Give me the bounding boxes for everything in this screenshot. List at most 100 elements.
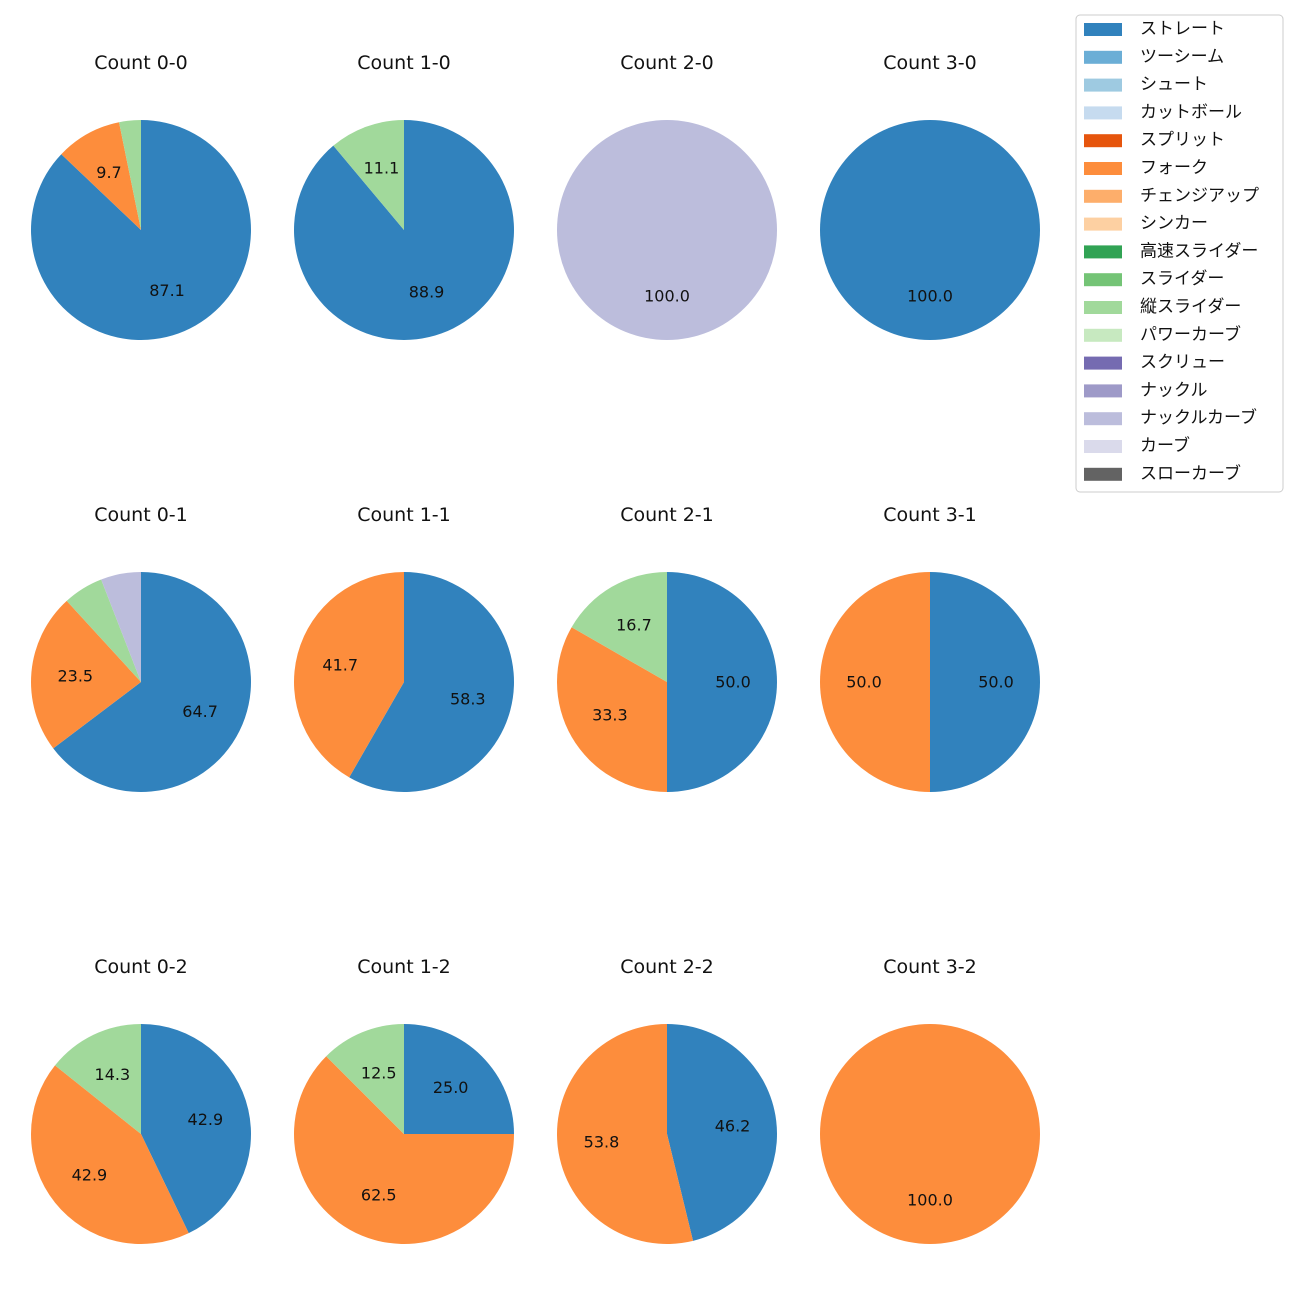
slice-label: 50.0 [846,673,882,692]
legend-label: パワーカーブ [1140,324,1241,345]
pie-slice [404,1024,514,1134]
legend-label: ストレート [1140,19,1225,39]
slice-label: 42.9 [188,1110,224,1129]
legend-swatch [1084,78,1122,92]
pie-title: Count 3-2 [883,956,977,978]
pie-slice [557,1024,694,1244]
pie-group: Count 1-1 58.3 41.7 [293,504,514,792]
pie-slice [294,120,514,340]
slice-label: 100.0 [644,287,690,306]
pie-title: Count 0-1 [94,504,188,526]
legend-swatch [1084,328,1122,342]
slice-label: 23.5 [57,666,93,685]
pie-slice [293,572,404,778]
pie-slice [557,120,777,340]
pie-slice [326,1024,404,1134]
pie-slice [294,1056,515,1245]
pie-group: Count 0-0 87.1 9.7 [30,52,252,340]
legend-label: スローカーブ [1140,463,1241,484]
slice-label: 88.9 [409,283,445,302]
legend-swatch [1084,467,1122,481]
slice-label: 41.7 [322,655,358,674]
pie-slice [31,1065,189,1244]
legend-swatch [1084,23,1122,36]
pie-slice [349,572,514,792]
pie-title: Count 1-2 [357,956,451,978]
pie-slice [667,1024,778,1241]
slice-label: 11.1 [364,158,400,177]
pie-slice [66,579,141,682]
legend-label: チェンジアップ [1140,186,1259,206]
pie-group: Count 1-0 88.9 11.1 [294,52,514,340]
pie-group: Count 0-2 42.9 42.9 14.3 [31,956,251,1244]
legend-label: カーブ [1140,435,1190,456]
pie-slice [141,1024,251,1234]
legend-label: スクリュー [1140,353,1225,373]
slice-label: 46.2 [715,1117,751,1136]
pie-slice [820,572,930,792]
legend-swatch [1084,273,1122,287]
pie-slice [571,572,667,682]
legend-swatch [1084,189,1122,203]
legend-swatch [1084,412,1122,426]
legend-swatch [1084,162,1122,175]
legend-label: スライダー [1140,269,1224,289]
pie-title: Count 0-0 [94,52,188,74]
pie-title: Count 0-2 [94,956,188,978]
legend-label: 高速スライダー [1140,241,1258,261]
legend-swatch [1084,440,1122,453]
legend-label: シュート [1140,75,1208,95]
pies-layer: Count 0-0 87.1 9.7 Count 1-0 88.9 11.1 Count 2… [30,52,1040,1245]
legend-label: シンカー [1140,214,1208,234]
legend-swatch [1084,50,1122,64]
slice-label: 58.3 [450,690,486,709]
legend-label: カットボール [1140,102,1242,122]
pie-slice [820,1024,1040,1244]
legend-swatch [1084,106,1122,120]
pie-slice [556,627,667,792]
pie-group: Count 3-2 100.0 [820,956,1040,1244]
pie-slice [53,572,251,793]
pie-slice [667,572,777,792]
legend-swatch [1084,245,1122,259]
slice-label: 33.3 [592,706,628,725]
legend-label: フォーク [1140,158,1208,178]
legend-swatch [1084,134,1122,148]
slice-label: 14.3 [95,1065,131,1084]
slice-label: 25.0 [433,1078,469,1097]
legend-label: ナックル [1140,380,1208,400]
pie-title: Count 1-1 [357,504,451,526]
legend-label: ナックルカーブ [1140,407,1257,428]
pie-slice [101,572,141,682]
legend-label: スプリット [1140,130,1225,150]
legend-swatch [1084,356,1122,370]
legend-label: 縦スライダー [1140,297,1241,317]
slice-label: 53.8 [584,1132,620,1151]
pie-slice [119,120,141,230]
legend: ストレートツーシームシュートカットボールスプリットフォークチェンジアップシンカー… [1075,14,1284,493]
pie-slice [30,600,141,749]
legend-swatch [1084,384,1122,398]
slice-label: 87.1 [149,281,185,300]
pie-title: Count 2-0 [620,52,714,74]
pie-title: Count 3-1 [883,504,977,526]
pie-slice [333,120,404,230]
slice-label: 12.5 [361,1064,397,1083]
pie-group: Count 3-0 100.0 [820,52,1040,340]
slice-label: 16.7 [616,615,652,634]
pie-group: Count 2-1 50.0 33.3 16.7 [556,504,777,792]
pie-slice [61,122,141,230]
slice-label: 50.0 [978,673,1014,692]
slice-label: 62.5 [361,1185,397,1204]
pie-group: Count 2-0 100.0 [557,52,777,340]
pie-group: Count 0-1 64.7 23.5 [30,504,251,793]
pie-group: Count 3-1 50.0 50.0 [820,504,1040,792]
pie-title: Count 1-0 [357,52,451,74]
slice-label: 100.0 [907,1191,953,1210]
pie-slice [820,120,1040,340]
slice-label: 50.0 [715,673,751,692]
legend-frame [1075,14,1284,493]
pie-title: Count 2-1 [620,504,714,526]
pie-title: Count 3-0 [883,52,977,74]
